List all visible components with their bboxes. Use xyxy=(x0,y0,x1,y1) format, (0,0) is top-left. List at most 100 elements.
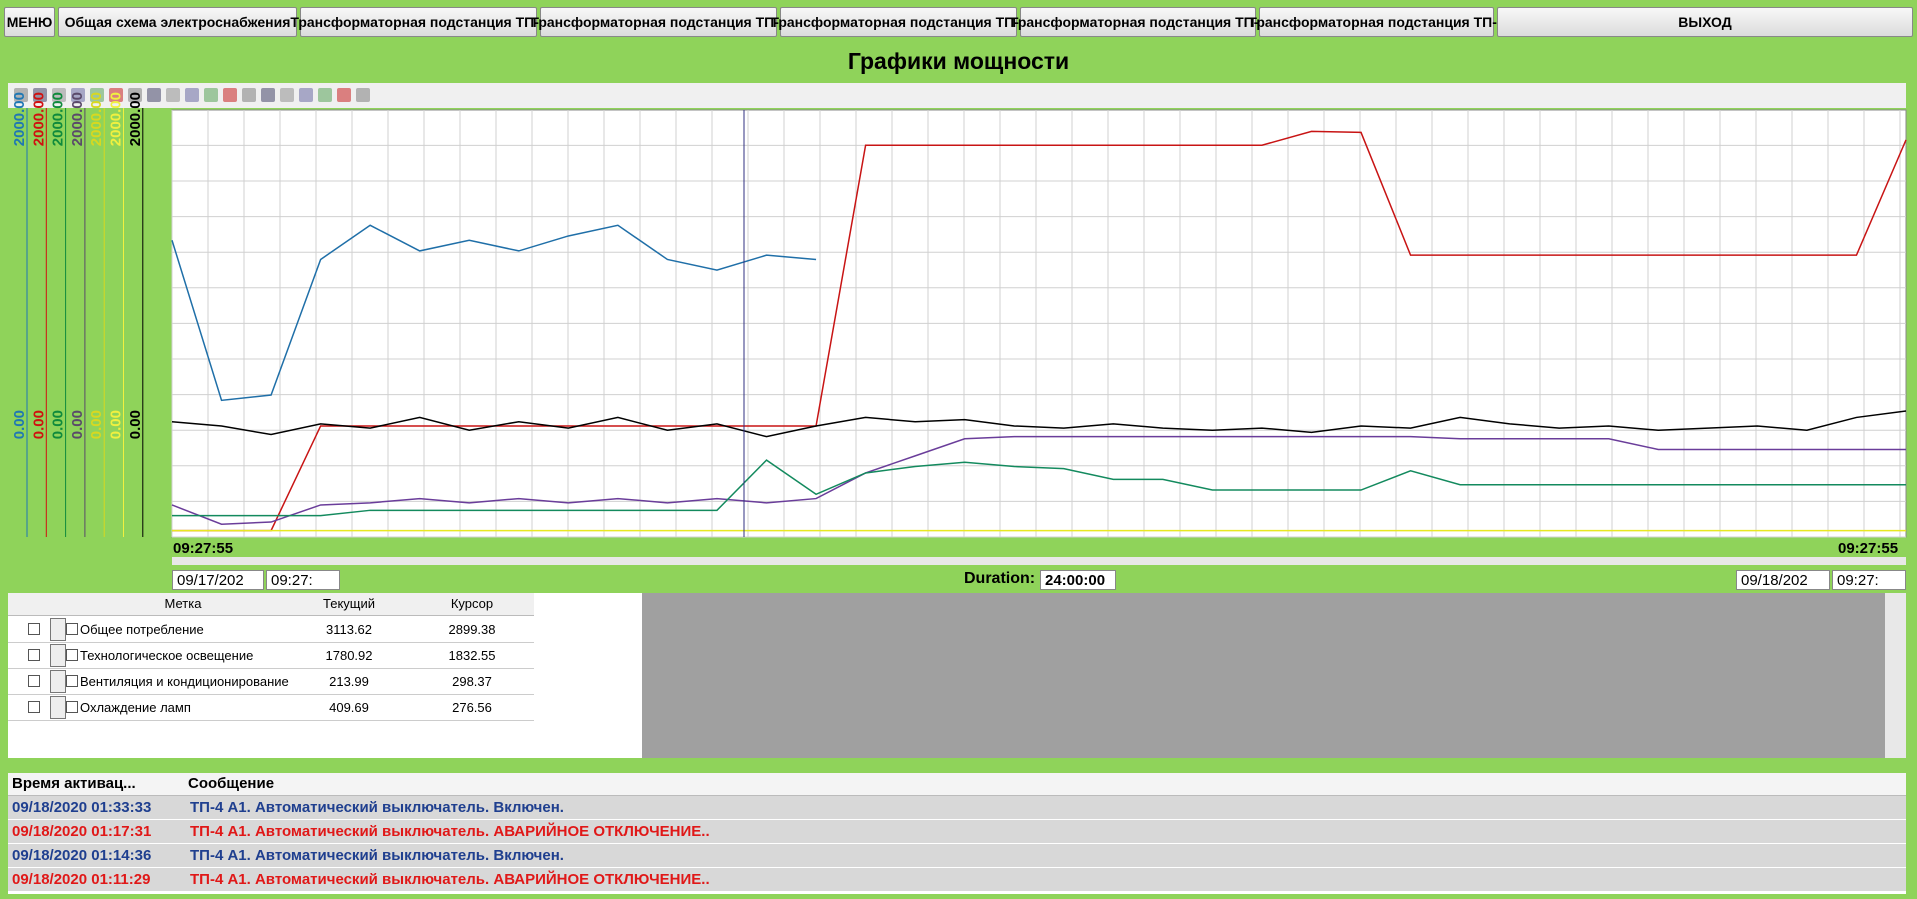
axis-label: 0.00 xyxy=(30,410,47,439)
trend-line xyxy=(171,224,817,402)
axis-label: 2000.00 xyxy=(50,92,67,146)
duration-label: Duration: xyxy=(964,570,1036,587)
start-time: 09:27:55 xyxy=(173,540,234,557)
cell: 213.99 xyxy=(329,674,369,689)
tool-icon[interactable] xyxy=(52,88,66,102)
nav-button[interactable]: Трансформаторная подстанция ТП-2 xyxy=(530,7,787,37)
axis-label: 2000.00 xyxy=(69,92,86,146)
pen-button[interactable] xyxy=(50,696,66,719)
tool-icon[interactable] xyxy=(166,88,180,102)
tool-icon[interactable] xyxy=(185,88,199,102)
tool-icon[interactable] xyxy=(318,88,332,102)
tool-icon[interactable] xyxy=(204,88,218,102)
tool-icon[interactable] xyxy=(280,88,294,102)
tool-icon[interactable] xyxy=(223,88,237,102)
nav-button[interactable]: Трансформаторная подстанция ТП-4 xyxy=(1010,7,1266,37)
tool-icon[interactable] xyxy=(14,88,28,102)
page-title: Графики мощности xyxy=(847,48,1070,74)
time-scrollbar xyxy=(172,557,1906,565)
tool-icon[interactable] xyxy=(71,88,85,102)
axis-label: 0.00 xyxy=(69,410,86,439)
cell: Общее потребление xyxy=(80,622,204,637)
nav-button[interactable]: Трансформаторная подстанция ТП-1 xyxy=(290,7,547,37)
exit-button[interactable]: ВЫХОД xyxy=(1497,7,1913,37)
axis-label: 0.00 xyxy=(11,410,28,439)
pen-button[interactable] xyxy=(50,644,66,667)
column-header: Курсор xyxy=(450,596,494,611)
cell: 3113.62 xyxy=(325,622,373,637)
alarm-header: Время активац... Сообщение xyxy=(8,773,1906,796)
axis-label: 0.00 xyxy=(107,410,124,439)
column-header: Текущий xyxy=(323,596,375,611)
axis-label: 2000.00 xyxy=(11,92,28,146)
pen-button[interactable] xyxy=(50,618,66,641)
cell: Технологическое освещение xyxy=(80,648,254,663)
cell: 1780.92 xyxy=(325,648,373,663)
alarm-row: 09/18/2020 01:11:29 ТП-4 А1. Автоматическ… xyxy=(8,868,1906,892)
tool-icon[interactable] xyxy=(356,88,370,102)
checkbox[interactable] xyxy=(28,701,40,713)
menu-button[interactable]: МЕНЮ xyxy=(4,7,55,37)
end-date[interactable]: 09/18/202 xyxy=(1736,570,1830,590)
cell: 298.37 xyxy=(452,674,492,689)
end-time: 09:27:55 xyxy=(1838,540,1899,557)
start-clock[interactable]: 09:27: xyxy=(266,570,340,590)
tool-icon[interactable] xyxy=(90,88,104,102)
axis-label: 2000.00 xyxy=(127,92,144,146)
alarm-column: Сообщение xyxy=(188,775,275,792)
tool-icon[interactable] xyxy=(147,88,161,102)
trend-line xyxy=(171,410,1907,438)
row-bg xyxy=(8,642,534,669)
trend-toolbar xyxy=(8,83,1906,108)
trend-chart: 0.00 2000.00 0.00 2000.00 0.00 2000.00 0.00 200… xyxy=(11,92,1907,565)
checkbox[interactable] xyxy=(66,675,78,687)
alarm-row: 09/18/2020 01:17:31 ТП-4 А1. Автоматическ… xyxy=(8,820,1906,844)
row-bg xyxy=(8,694,534,721)
checkbox[interactable] xyxy=(66,623,78,635)
duration[interactable]: 24:00:00 xyxy=(1040,570,1116,590)
checkbox[interactable] xyxy=(28,623,40,635)
checkbox[interactable] xyxy=(66,649,78,661)
cell: 2899.38 xyxy=(448,622,496,637)
tool-icon[interactable] xyxy=(299,88,313,102)
alarm-row: 09/18/2020 01:14:36 ТП-4 А1. Автоматическ… xyxy=(8,844,1906,868)
trend-line xyxy=(172,459,1906,517)
table-empty-area xyxy=(642,593,1885,758)
alarm-time: 09/18/2020 01:17:31 xyxy=(12,823,152,840)
tool-icon[interactable] xyxy=(242,88,256,102)
table-header-bg xyxy=(8,593,534,616)
row-bg xyxy=(8,616,534,643)
scrollbar[interactable] xyxy=(1885,593,1906,758)
nav-button[interactable]: Трансформаторная подстанция ТП-3 xyxy=(770,7,1027,37)
pen-button[interactable] xyxy=(50,670,66,693)
axis-label: 2000.00 xyxy=(30,92,47,146)
tool-icon[interactable] xyxy=(33,88,47,102)
start-date[interactable]: 09/17/202 xyxy=(172,570,264,590)
alarm-time: 09/18/2020 01:33:33 xyxy=(12,799,152,816)
checkbox[interactable] xyxy=(28,675,40,687)
axis-label: 0.00 xyxy=(88,410,105,439)
axis-label: 0.00 xyxy=(127,410,144,439)
nav-button[interactable]: Трансформаторная подстанция ТП-5 xyxy=(1248,7,1505,37)
cell: Вентиляция и кондиционирование xyxy=(80,674,289,689)
alarm-row: 09/18/2020 01:33:33 ТП-4 А1. Автоматическ… xyxy=(8,796,1906,820)
alarm-list: Время активац... Сообщение 09/18/2020 01:3… xyxy=(8,773,1906,894)
tool-icon[interactable] xyxy=(261,88,275,102)
alarm-message: ТП-4 А1. Автоматический выключатель. АВА… xyxy=(190,823,710,840)
axis-label: 0.00 xyxy=(50,410,67,439)
end-clock[interactable]: 09:27: xyxy=(1832,570,1906,590)
alarm-message: ТП-4 А1. Автоматический выключатель. Вкл… xyxy=(190,847,564,864)
checkbox[interactable] xyxy=(28,649,40,661)
alarm-column: Время активац... xyxy=(12,775,136,792)
cell: 409.69 xyxy=(329,700,369,715)
trend-line xyxy=(172,130,1907,532)
tool-icon[interactable] xyxy=(109,88,123,102)
checkbox[interactable] xyxy=(66,701,78,713)
axis-label: 2000.00 xyxy=(107,92,124,146)
tool-icon[interactable] xyxy=(128,88,142,102)
tool-icon[interactable] xyxy=(337,88,351,102)
alarm-message: ТП-4 А1. Автоматический выключатель. Вкл… xyxy=(190,799,564,816)
nav-button[interactable]: Общая схема электроснабжения xyxy=(58,7,297,37)
column-header: Метка xyxy=(164,596,202,611)
